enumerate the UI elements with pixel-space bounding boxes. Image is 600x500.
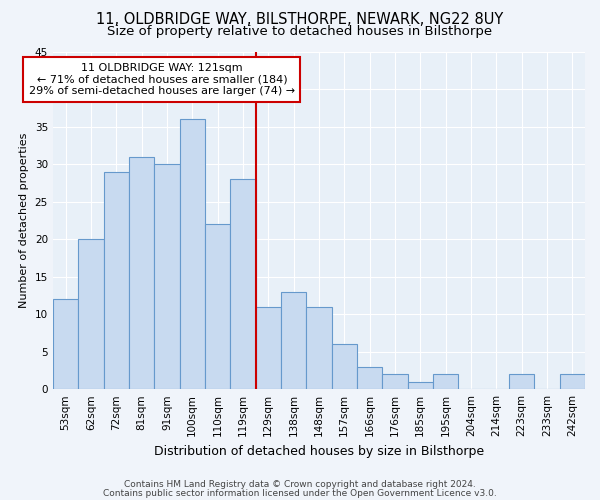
Bar [104,172,129,389]
Bar [306,306,332,389]
Bar [205,224,230,389]
Bar [509,374,535,389]
Bar [179,119,205,389]
Bar [357,366,382,389]
Bar [230,179,256,389]
Bar [407,382,433,389]
Bar [433,374,458,389]
Bar [332,344,357,389]
Bar [281,292,306,389]
Text: Contains HM Land Registry data © Crown copyright and database right 2024.: Contains HM Land Registry data © Crown c… [124,480,476,489]
Bar [129,156,154,389]
Bar [53,299,78,389]
Y-axis label: Number of detached properties: Number of detached properties [19,132,29,308]
Text: 11, OLDBRIDGE WAY, BILSTHORPE, NEWARK, NG22 8UY: 11, OLDBRIDGE WAY, BILSTHORPE, NEWARK, N… [97,12,503,28]
Bar [78,239,104,389]
Bar [382,374,407,389]
Bar [154,164,179,389]
Text: Contains public sector information licensed under the Open Government Licence v3: Contains public sector information licen… [103,488,497,498]
Text: Size of property relative to detached houses in Bilsthorpe: Size of property relative to detached ho… [107,25,493,38]
Bar [560,374,585,389]
Text: 11 OLDBRIDGE WAY: 121sqm
← 71% of detached houses are smaller (184)
29% of semi-: 11 OLDBRIDGE WAY: 121sqm ← 71% of detach… [29,63,295,96]
Bar [256,306,281,389]
X-axis label: Distribution of detached houses by size in Bilsthorpe: Distribution of detached houses by size … [154,444,484,458]
